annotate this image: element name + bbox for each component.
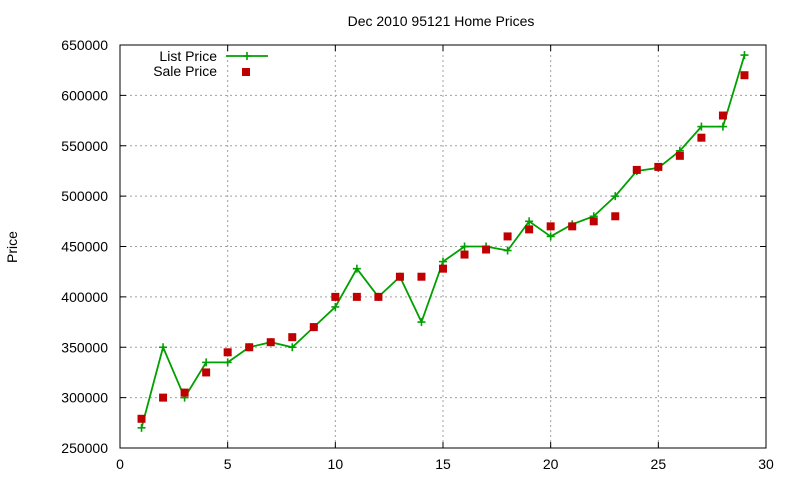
y-tick-label: 550000 xyxy=(61,138,108,154)
x-tick-label: 30 xyxy=(758,456,774,472)
x-tick-label: 20 xyxy=(543,456,559,472)
data-point xyxy=(740,71,749,80)
data-point xyxy=(159,343,168,352)
grid-lines xyxy=(120,45,766,448)
data-point xyxy=(352,264,361,273)
axis-ticks xyxy=(119,44,767,449)
data-point xyxy=(654,162,663,171)
data-point xyxy=(460,250,469,259)
x-tick-labels: 0 5 10 15 20 25 30 xyxy=(116,456,774,472)
legend-marker xyxy=(242,68,250,76)
data-point xyxy=(503,232,512,241)
data-point xyxy=(352,292,361,301)
data-point xyxy=(482,245,491,254)
series-sale-price xyxy=(137,71,749,423)
y-tick-label: 250000 xyxy=(61,440,108,456)
data-point xyxy=(223,358,232,367)
data-point xyxy=(568,222,577,231)
data-point xyxy=(611,212,620,221)
legend: List Price Sale Price xyxy=(153,48,268,79)
data-point xyxy=(417,318,426,327)
data-point xyxy=(202,368,211,377)
data-point xyxy=(374,292,383,301)
data-point xyxy=(546,232,555,241)
legend-label-list-price: List Price xyxy=(159,48,217,64)
y-tick-label: 600000 xyxy=(61,87,108,103)
data-point xyxy=(632,165,641,174)
x-tick-label: 10 xyxy=(328,456,344,472)
data-point xyxy=(288,343,297,352)
data-point xyxy=(675,151,684,160)
y-tick-label: 300000 xyxy=(61,390,108,406)
legend-marker xyxy=(243,52,251,60)
data-point xyxy=(266,338,275,347)
data-point xyxy=(718,122,727,131)
y-tick-label: 400000 xyxy=(61,289,108,305)
data-point xyxy=(503,246,512,255)
data-point xyxy=(439,257,447,266)
data-point xyxy=(546,222,555,231)
legend-swatch-list-price xyxy=(226,52,268,60)
data-point xyxy=(288,333,297,342)
x-tick-label: 0 xyxy=(116,456,124,472)
y-axis-label: Price xyxy=(4,231,20,263)
data-point xyxy=(223,348,232,357)
data-point xyxy=(740,51,749,60)
data-point xyxy=(180,388,189,397)
chart-title: Dec 2010 95121 Home Prices xyxy=(348,13,535,29)
data-point xyxy=(525,217,534,226)
data-point xyxy=(245,343,254,352)
data-point xyxy=(331,292,340,301)
data-point xyxy=(697,133,706,142)
y-tick-label: 350000 xyxy=(61,339,108,355)
y-tick-labels: 250000 300000 350000 400000 450000 500000 5500… xyxy=(61,37,108,456)
data-point xyxy=(525,225,534,234)
series-layer xyxy=(137,51,749,432)
data-point xyxy=(460,242,469,251)
data-point xyxy=(589,217,598,226)
y-tick-label: 450000 xyxy=(61,239,108,255)
data-point xyxy=(159,393,168,402)
data-point xyxy=(202,358,211,367)
x-tick-label: 5 xyxy=(224,456,232,472)
data-point xyxy=(309,323,318,332)
data-point xyxy=(718,111,727,120)
y-tick-label: 650000 xyxy=(61,37,108,53)
data-point xyxy=(137,414,146,423)
x-tick-label: 15 xyxy=(435,456,451,472)
x-tick-label: 25 xyxy=(651,456,667,472)
data-point xyxy=(137,423,146,432)
data-point xyxy=(611,192,620,201)
data-point xyxy=(697,122,706,131)
data-point xyxy=(331,302,340,311)
legend-swatch-sale-price xyxy=(242,68,250,76)
data-point xyxy=(395,272,404,281)
legend-label-sale-price: Sale Price xyxy=(153,63,217,79)
data-point xyxy=(417,272,426,281)
data-point xyxy=(439,264,447,273)
y-tick-label: 500000 xyxy=(61,188,108,204)
